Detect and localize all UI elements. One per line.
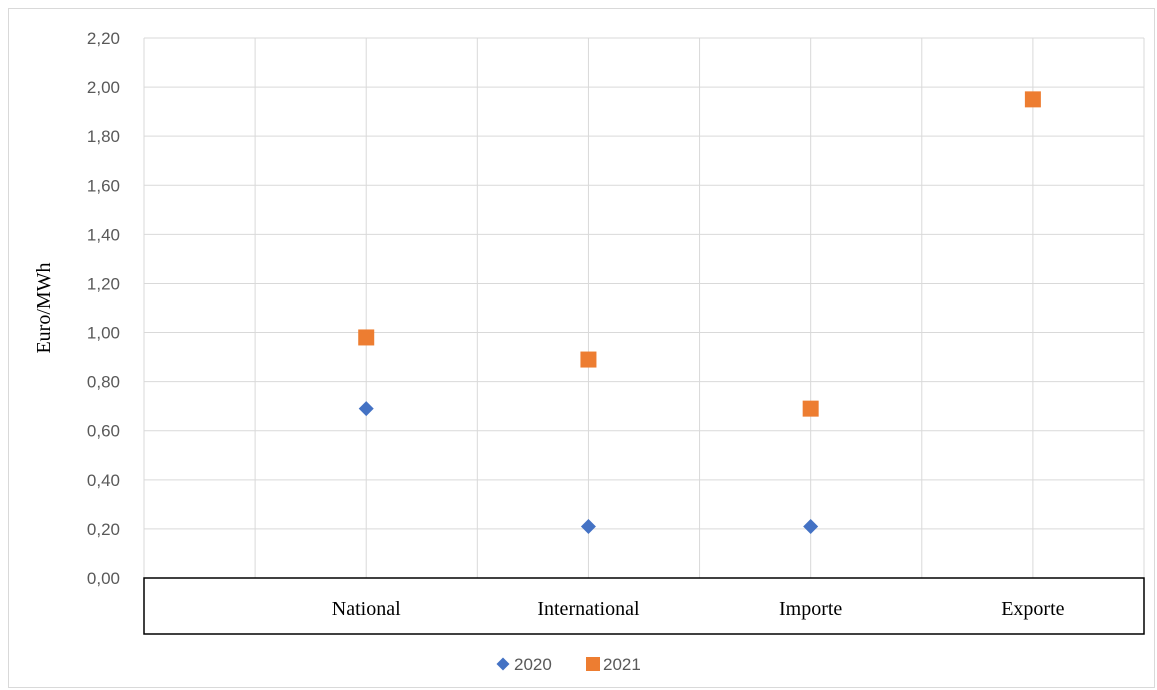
legend-marker-2021 <box>586 657 600 671</box>
y-tick-label: 0,20 <box>87 520 120 539</box>
x-category-label: Importe <box>779 598 842 620</box>
data-point-2021[interactable] <box>580 351 597 368</box>
y-tick-label: 1,60 <box>87 176 120 195</box>
y-tick-label: 1,40 <box>87 225 120 244</box>
y-tick-label: 0,60 <box>87 422 120 441</box>
y-tick-label: 1,20 <box>87 274 120 293</box>
y-tick-label: 0,80 <box>87 373 120 392</box>
legend-marker-2020 <box>496 657 510 671</box>
data-point-2020[interactable] <box>803 518 819 534</box>
data-point-2021[interactable] <box>802 400 819 417</box>
y-tick-label: 1,80 <box>87 127 120 146</box>
x-category-label: Exporte <box>1001 598 1064 620</box>
legend-label-2020: 2020 <box>514 655 552 674</box>
data-point-2021[interactable] <box>1024 91 1041 108</box>
data-point-2020[interactable] <box>580 518 596 534</box>
x-category-label: International <box>537 598 640 620</box>
y-tick-label: 2,20 <box>87 29 120 48</box>
y-tick-label: 0,40 <box>87 471 120 490</box>
legend-label-2021: 2021 <box>603 655 641 674</box>
x-category-label: National <box>332 598 401 620</box>
y-axis-title: Euro/MWh <box>33 262 55 353</box>
category-axis-box <box>143 577 1145 635</box>
data-point-2020[interactable] <box>358 401 374 417</box>
data-point-2021[interactable] <box>358 329 375 346</box>
y-tick-label: 1,00 <box>87 324 120 343</box>
y-tick-label: 2,00 <box>87 78 120 97</box>
y-tick-label: 0,00 <box>87 569 120 588</box>
chart-frame <box>8 8 1155 688</box>
